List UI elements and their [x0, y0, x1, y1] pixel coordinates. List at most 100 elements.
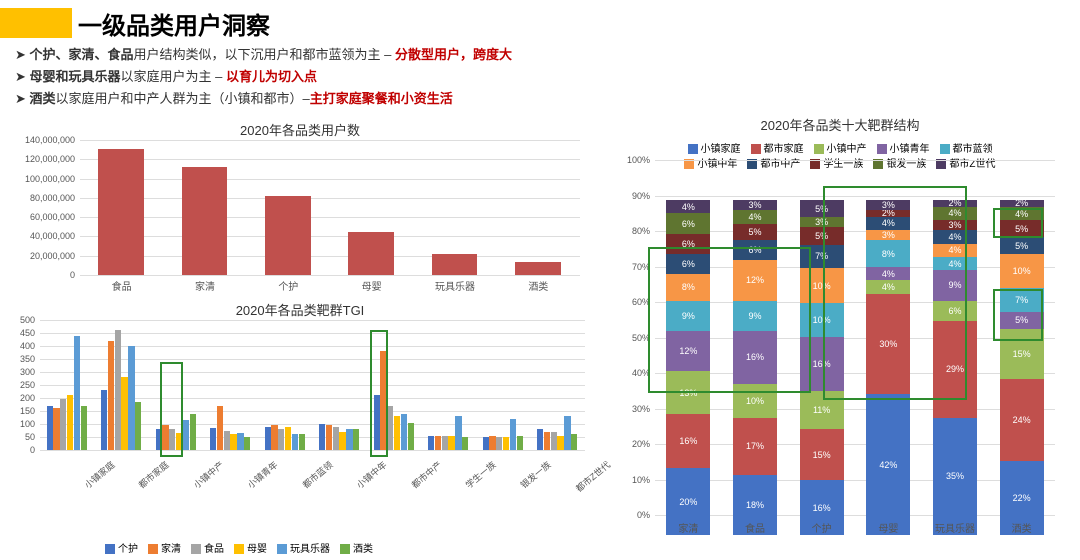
- y-tick: 0: [0, 270, 75, 280]
- y-tick: 300: [0, 367, 35, 377]
- tgi-bar: [210, 428, 216, 450]
- legend-item: 银发一族: [873, 155, 926, 170]
- y-tick: 450: [0, 328, 35, 338]
- tgi-bar: [237, 433, 243, 450]
- tgi-legend: 个护家清食品母婴玩具乐器酒类: [100, 540, 378, 555]
- accent-block: [0, 8, 72, 38]
- tgi-bar: [81, 406, 87, 450]
- bar: [182, 167, 228, 275]
- tgi-bar: [387, 406, 393, 450]
- y-tick: 250: [0, 380, 35, 390]
- legend-item: 小镇青年: [877, 140, 930, 155]
- x-tick: 学生一族: [463, 458, 499, 491]
- segment: 3%: [733, 200, 777, 210]
- x-tick: 玩具乐器: [922, 520, 989, 535]
- x-tick: 个护: [247, 278, 330, 293]
- highlight-box: [993, 208, 1043, 238]
- tgi-bar: [435, 436, 441, 450]
- tgi-bar: [108, 341, 114, 450]
- bullet-item: ➤ 个护、家清、食品用户结构类似，以下沉用户和都市蓝领为主 – 分散型用户，跨度…: [15, 45, 512, 66]
- tgi-bar: [496, 437, 502, 450]
- x-tick: 食品: [80, 278, 163, 293]
- legend-item: 酒类: [340, 540, 373, 555]
- tgi-bar: [217, 406, 223, 450]
- x-tick: 小镇家庭: [81, 458, 117, 491]
- legend-item: 母婴: [234, 540, 267, 555]
- tgi-bar: [319, 424, 325, 450]
- y-tick: 100: [0, 419, 35, 429]
- y-tick: 100%: [610, 155, 650, 165]
- tgi-bar: [128, 346, 134, 450]
- y-tick: 20,000,000: [0, 251, 75, 261]
- tgi-bar: [448, 436, 454, 450]
- tgi-bar: [564, 416, 570, 450]
- bar: [98, 149, 144, 275]
- tgi-bar: [557, 436, 563, 450]
- bar: [515, 262, 561, 276]
- tgi-bar: [244, 437, 250, 450]
- tgi-bar: [183, 420, 189, 450]
- tgi-bar: [517, 436, 523, 450]
- y-tick: 40%: [610, 368, 650, 378]
- y-tick: 80,000,000: [0, 193, 75, 203]
- tgi-bar: [271, 425, 277, 450]
- tgi-bar: [47, 406, 53, 450]
- page-title: 一级品类用户洞察: [78, 6, 270, 41]
- tgi-bar: [230, 434, 236, 450]
- legend-item: 都市Z世代: [936, 155, 995, 170]
- x-tick: 酒类: [497, 278, 580, 293]
- users-bar-chart: 2020年各品类用户数 020,000,00040,000,00060,000,…: [0, 120, 600, 300]
- bar: [432, 254, 478, 275]
- y-tick: 500: [0, 315, 35, 325]
- x-tick: 玩具乐器: [413, 278, 496, 293]
- tgi-bar: [408, 423, 414, 450]
- tgi-bar: [489, 436, 495, 450]
- bullet-list: ➤ 个护、家清、食品用户结构类似，以下沉用户和都市蓝领为主 – 分散型用户，跨度…: [15, 45, 512, 110]
- stacked-bar: 2%4%5%5%10%7%5%15%24%22%: [1000, 200, 1044, 535]
- tgi-bar: [428, 436, 434, 450]
- y-tick: 80%: [610, 226, 650, 236]
- tgi-bar: [346, 429, 352, 450]
- legend-item: 都市中产: [747, 155, 800, 170]
- y-tick: 20%: [610, 439, 650, 449]
- x-tick: 食品: [722, 520, 789, 535]
- tgi-bar: [326, 425, 332, 450]
- x-tick: 小镇中产: [190, 458, 226, 491]
- x-tick: 母婴: [330, 278, 413, 293]
- tgi-bar: [53, 408, 59, 450]
- legend-item: 学生一族: [810, 155, 863, 170]
- y-tick: 70%: [610, 262, 650, 272]
- bullet-item: ➤ 母婴和玩具乐器以家庭用户为主 – 以育儿为切入点: [15, 67, 512, 88]
- y-tick: 60%: [610, 297, 650, 307]
- stack-legend: 小镇家庭都市家庭小镇中产小镇青年都市蓝领小镇中年都市中产学生一族银发一族都市Z世…: [610, 140, 1070, 170]
- x-tick: 都市Z世代: [573, 458, 613, 495]
- y-tick: 10%: [610, 475, 650, 485]
- y-tick: 0%: [610, 510, 650, 520]
- legend-item: 都市家庭: [751, 140, 804, 155]
- tgi-bar: [74, 336, 80, 450]
- segment: 4%: [733, 210, 777, 223]
- legend-item: 小镇中产: [814, 140, 867, 155]
- tgi-bar: [285, 427, 291, 450]
- highlight-box: [160, 362, 183, 457]
- x-tick: 都市中产: [408, 458, 444, 491]
- y-tick: 150: [0, 406, 35, 416]
- stack-chart-title: 2020年各品类十大靶群结构: [610, 115, 1070, 134]
- segment: 17%: [733, 418, 777, 475]
- tgi-bar: [135, 402, 141, 450]
- y-tick: 140,000,000: [0, 135, 75, 145]
- tgi-bar: [462, 437, 468, 450]
- tgi-bar: [265, 427, 271, 450]
- tgi-bar: [503, 437, 509, 450]
- x-tick: 家清: [655, 520, 722, 535]
- y-tick: 50%: [610, 333, 650, 343]
- tgi-bar: [544, 432, 550, 450]
- segment: 35%: [933, 418, 977, 535]
- y-tick: 40,000,000: [0, 231, 75, 241]
- legend-item: 玩具乐器: [277, 540, 330, 555]
- x-tick: 小镇中年: [354, 458, 390, 491]
- legend-item: 食品: [191, 540, 224, 555]
- segment: 2%: [1000, 200, 1044, 207]
- tgi-bar: [455, 416, 461, 450]
- legend-item: 家清: [148, 540, 181, 555]
